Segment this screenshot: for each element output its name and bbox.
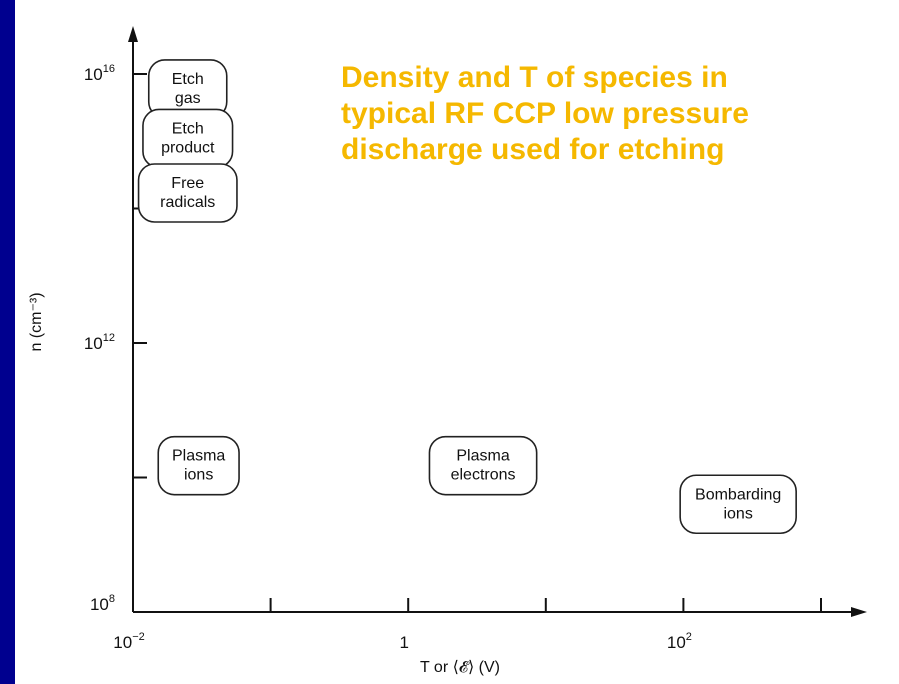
chart-title-line: Density and T of species in	[341, 61, 728, 94]
species-box	[428, 435, 538, 496]
chart-title: Density and T of species in typical RF C…	[341, 60, 899, 168]
species-box	[157, 435, 240, 496]
y-axis-label: n (cm⁻³)	[28, 292, 45, 351]
chart-title-line: typical RF CCP low pressure	[341, 97, 749, 130]
x-axis-label: T or ⟨𝓔⟩ (V)	[420, 659, 500, 676]
species-label: product	[161, 139, 215, 156]
species-box	[137, 163, 238, 223]
x-tick-label: 10−2	[113, 631, 144, 652]
species-label: Bombarding	[695, 486, 781, 503]
species-label: electrons	[451, 467, 516, 484]
species-label: Etch	[172, 71, 204, 88]
figure-panel: 10−2 1 102 108 1012 1016 T or ⟨𝓔⟩ (V) n (cm⁻³) E…	[15, 0, 899, 684]
y-tick-label: 1016	[84, 63, 115, 84]
y-tick-label: 1012	[84, 332, 115, 353]
species-box	[142, 108, 234, 169]
species-label: ions	[723, 505, 752, 522]
x-tick-label: 1	[399, 633, 408, 652]
species-label: Plasma	[172, 448, 225, 465]
species-label: gas	[175, 90, 201, 107]
species-label: Plasma	[456, 448, 509, 465]
chart-title-line: discharge used for etching	[341, 133, 725, 166]
y-axis-arrow	[128, 26, 138, 42]
species-label: Free	[171, 175, 204, 192]
species-label: radicals	[160, 194, 215, 211]
x-axis-arrow	[851, 607, 867, 617]
species-label: ions	[184, 467, 213, 484]
density-temperature-chart: 10−2 1 102 108 1012 1016 T or ⟨𝓔⟩ (V) n (cm⁻³) E…	[28, 26, 867, 676]
species-box	[679, 474, 797, 535]
x-tick-label: 102	[667, 631, 692, 652]
y-tick-label: 108	[90, 593, 115, 614]
species-label: Etch	[172, 120, 204, 137]
